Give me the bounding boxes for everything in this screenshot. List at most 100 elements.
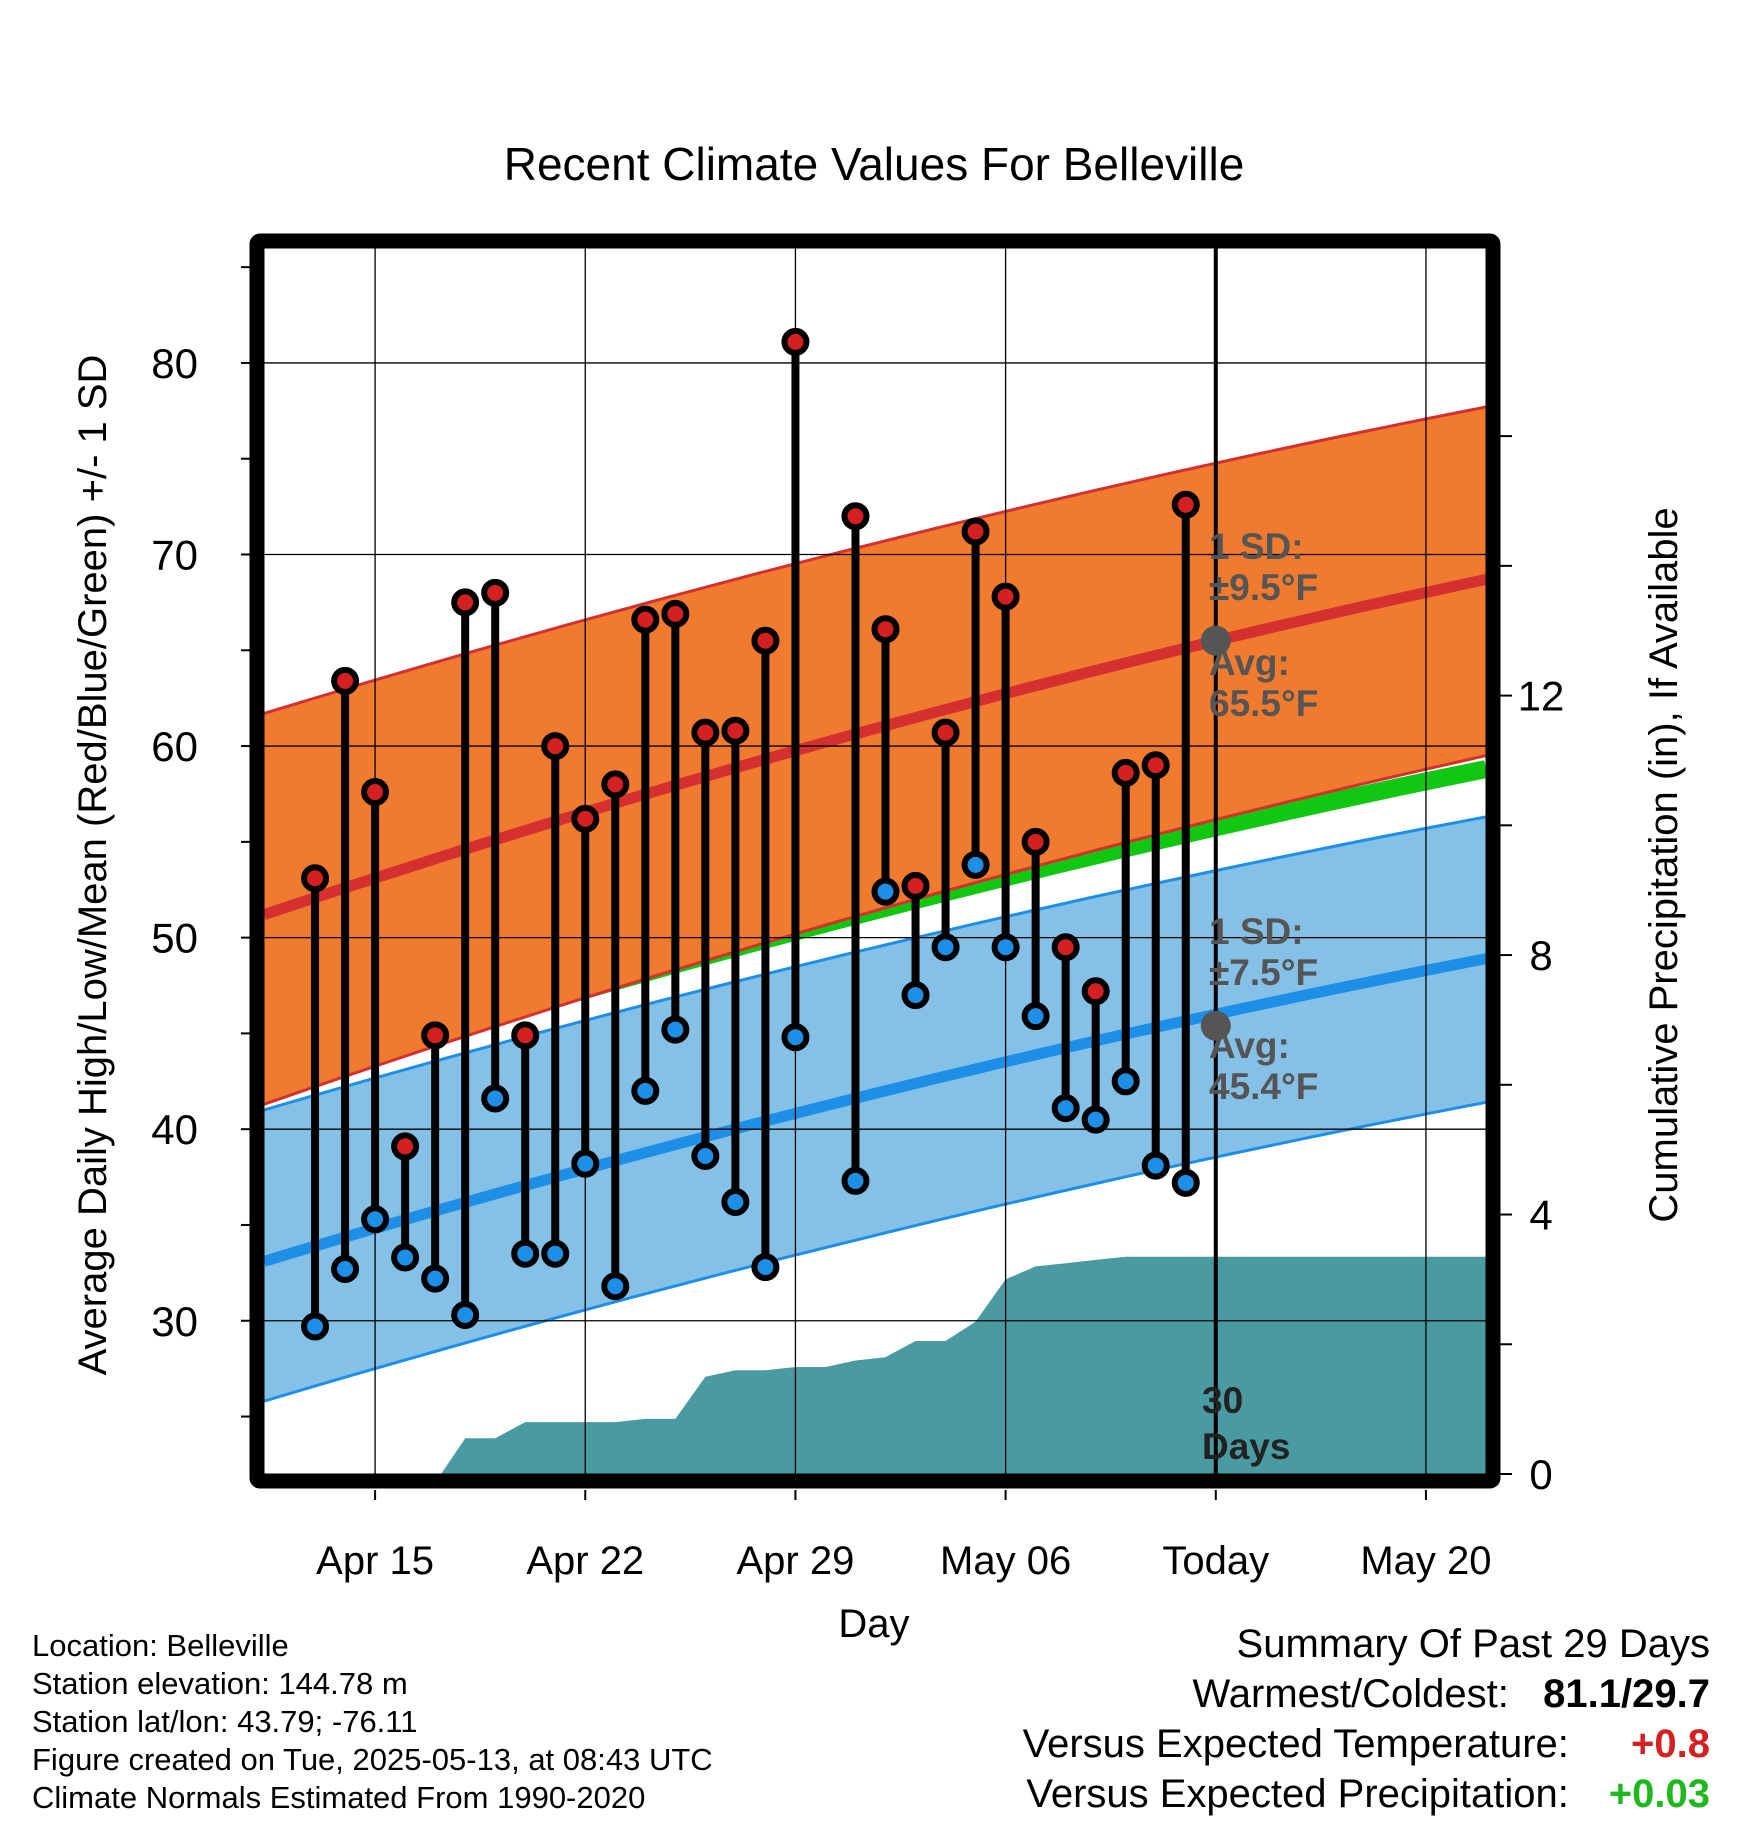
today-label-line1: 30 <box>1202 1380 1243 1421</box>
daily-low-point <box>541 1239 570 1268</box>
x-tick-label: Apr 15 <box>316 1539 434 1583</box>
y2-tick-label: 0 <box>1529 1451 1552 1498</box>
daily-high-point <box>421 1021 450 1050</box>
summary-warm-cold-row: Warmest/Coldest: 81.1/29.7 <box>1023 1669 1711 1719</box>
y2-tick-label: 8 <box>1529 932 1552 979</box>
precip-area <box>441 1256 1486 1474</box>
data-layer <box>301 327 1231 1341</box>
summary-precip-row: Versus Expected Precipitation: +0.03 <box>1023 1769 1710 1819</box>
today-label: 30 Days <box>1202 1380 1290 1467</box>
y-axis-label: Average Daily High/Low/Mean (Red/Blue/Gr… <box>71 355 115 1376</box>
daily-low-point <box>331 1255 360 1284</box>
daily-high-point <box>1141 751 1170 780</box>
low-annotation: 1 SD: ±7.5°F Avg: 45.4°F <box>1209 911 1318 1107</box>
low-avg-value: 45.4°F <box>1209 1066 1318 1107</box>
y-tick-label: 70 <box>151 532 198 579</box>
station-info: Location: Belleville Station elevation: … <box>32 1627 713 1817</box>
high-avg-label: Avg: <box>1209 642 1290 683</box>
info-elevation: Station elevation: 144.78 m <box>32 1666 408 1701</box>
y-tick-label: 80 <box>151 340 198 387</box>
daily-low-point <box>1141 1151 1170 1180</box>
daily-low-point <box>901 981 930 1010</box>
daily-low-point <box>661 1015 690 1044</box>
daily-high-point <box>1051 933 1080 962</box>
y-tick-label: 40 <box>151 1106 198 1153</box>
daily-high-point <box>391 1132 420 1161</box>
daily-high-point <box>451 588 480 617</box>
daily-low-point <box>481 1084 510 1113</box>
y-tick-label: 30 <box>151 1298 198 1345</box>
y2-axis-label: Cumulative Precipitation (in), If Availa… <box>1642 507 1686 1222</box>
daily-high-point <box>301 864 330 893</box>
daily-low-point <box>751 1253 780 1282</box>
daily-low-point <box>721 1187 750 1216</box>
high-sd-band <box>264 407 1486 1105</box>
precip-value: +0.03 <box>1608 1772 1710 1816</box>
daily-low-point <box>601 1272 630 1301</box>
daily-high-point <box>691 718 720 747</box>
daily-low-point <box>871 877 900 906</box>
daily-high-point <box>511 1021 540 1050</box>
info-location: Location: Belleville <box>32 1628 289 1663</box>
daily-low-point <box>1021 1002 1050 1031</box>
x-tick-label: Apr 29 <box>737 1539 855 1583</box>
daily-high-point <box>331 666 360 695</box>
x-tick-label: May 20 <box>1360 1539 1491 1583</box>
summary-panel: Summary Of Past 29 Days Warmest/Coldest:… <box>1023 1619 1710 1819</box>
today-label-line2: Days <box>1202 1426 1290 1467</box>
daily-low-point <box>931 933 960 962</box>
low-sd-value: ±7.5°F <box>1209 952 1318 993</box>
high-sd-label: 1 SD: <box>1209 526 1304 567</box>
daily-high-point <box>361 778 390 807</box>
low-avg-marker <box>1200 1010 1231 1041</box>
summary-heading: Summary Of Past 29 Days <box>1236 1622 1710 1666</box>
warm-cold-value: 81.1/29.7 <box>1543 1672 1710 1716</box>
daily-low-point <box>571 1149 600 1178</box>
y-tick-label: 50 <box>151 915 198 962</box>
daily-low-point <box>631 1076 660 1105</box>
daily-high-point <box>601 770 630 799</box>
daily-high-point <box>1111 758 1140 787</box>
daily-high-point <box>661 599 690 628</box>
chart-title: Recent Climate Values For Belleville <box>504 138 1245 190</box>
daily-high-point <box>751 626 780 655</box>
high-sd-value: ±9.5°F <box>1209 567 1318 608</box>
warm-cold-label: Warmest/Coldest: <box>1192 1672 1509 1716</box>
daily-low-point <box>301 1312 330 1341</box>
low-sd-band <box>264 816 1486 1402</box>
daily-high-point <box>931 718 960 747</box>
daily-low-point <box>1081 1105 1110 1134</box>
axes-layer: 30 40 50 60 70 80 0 4 8 12 Apr 15 Apr 22 Apr 29 May 0… <box>151 233 1564 1583</box>
y-tick-label: 60 <box>151 723 198 770</box>
daily-low-point <box>511 1239 540 1268</box>
daily-low-point <box>421 1264 450 1293</box>
daily-high-point <box>1171 490 1200 519</box>
low-avg-label: Avg: <box>1209 1025 1290 1066</box>
daily-high-point <box>841 502 870 531</box>
y2-tick-label: 4 <box>1529 1192 1552 1239</box>
daily-low-point <box>1171 1168 1200 1197</box>
daily-high-point <box>631 605 660 634</box>
temp-value: +0.8 <box>1631 1722 1710 1766</box>
daily-high-point <box>481 578 510 607</box>
temp-label: Versus Expected Temperature: <box>1022 1722 1569 1766</box>
precip-label: Versus Expected Precipitation: <box>1026 1772 1569 1816</box>
summary-temp-row: Versus Expected Temperature: +0.8 <box>1023 1719 1710 1769</box>
daily-low-point <box>691 1142 720 1171</box>
daily-high-point <box>991 582 1020 611</box>
daily-high-point <box>901 871 930 900</box>
daily-high-point <box>541 732 570 761</box>
daily-low-point <box>991 933 1020 962</box>
daily-low-point <box>961 850 990 879</box>
high-annotation: 1 SD: ±9.5°F Avg: 65.5°F <box>1209 526 1318 724</box>
info-latlon: Station lat/lon: 43.79; -76.11 <box>32 1704 418 1739</box>
plot-area <box>264 248 1486 1474</box>
daily-low-point <box>781 1023 810 1052</box>
daily-high-point <box>571 804 600 833</box>
daily-high-point <box>961 517 990 546</box>
low-sd-label: 1 SD: <box>1209 911 1304 952</box>
x-tick-label: Today <box>1162 1539 1269 1583</box>
high-avg-marker <box>1200 625 1231 656</box>
daily-high-point <box>1021 827 1050 856</box>
